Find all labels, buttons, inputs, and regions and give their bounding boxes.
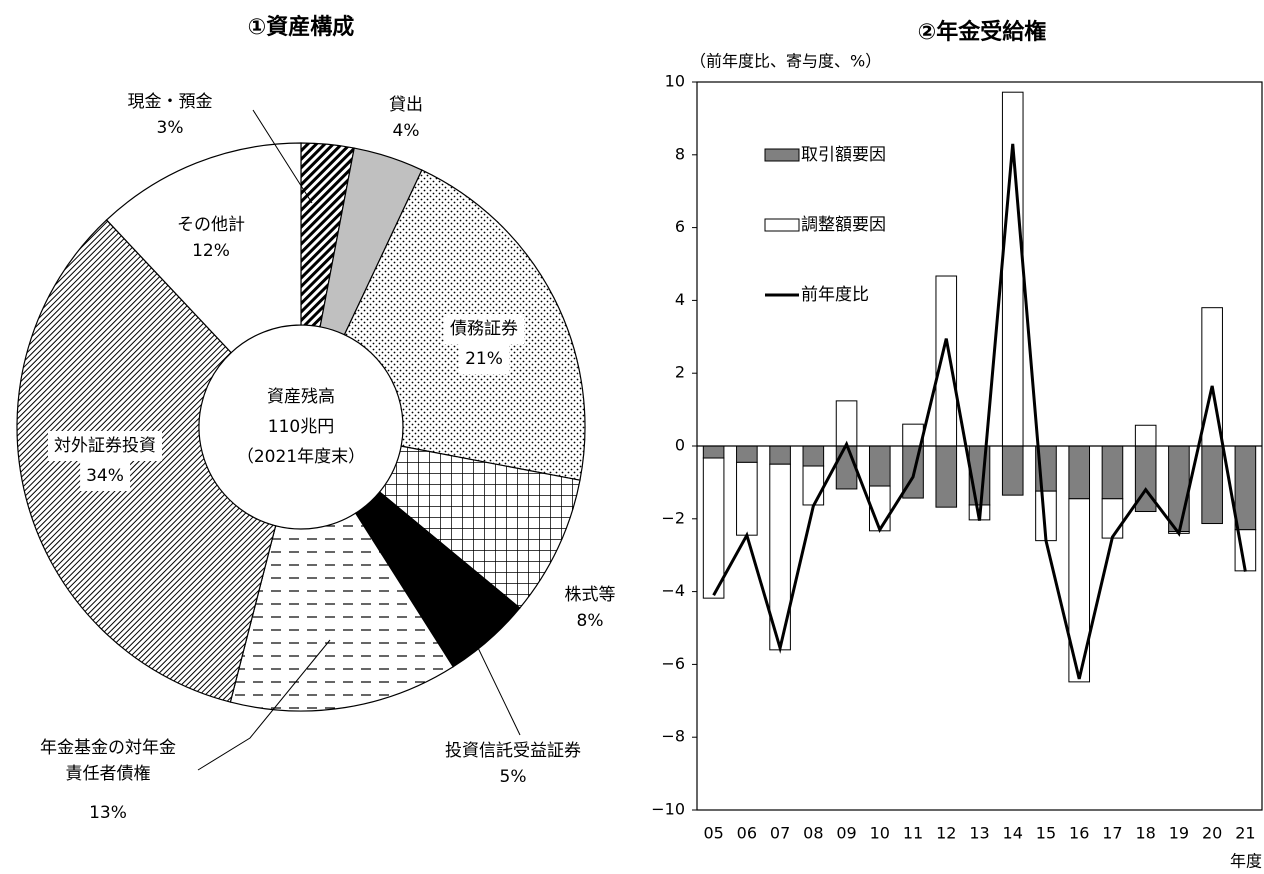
bar [1001,445,1024,496]
donut-chart: 資産残高 110兆円 （2021年度末） [16,142,586,712]
y-tick-label: 8 [675,144,685,163]
slice-label: 貸出 [389,95,423,115]
x-tick-label: 18 [1135,824,1155,843]
x-tick-label: 15 [1036,824,1056,843]
bar [1134,424,1157,447]
bar [835,445,858,490]
bar [802,445,825,467]
slice-label: 年金基金の対年金 責任者債権 [40,738,176,784]
y-tick-label: 10 [665,72,685,91]
y-tick-label: −10 [651,800,685,819]
slice-label: 投資信託受益証券 [445,741,581,761]
x-tick-label: 09 [836,824,856,843]
y-tick-label: 6 [675,217,685,236]
legend-swatch [764,218,800,232]
bar [736,445,758,463]
bar-chart: −10 −8 −6 −4 −2 0 2 4 6 8 10 05 06 07 08 09 10 11 12 13 14 15… [651,72,1263,843]
x-tick-label: 17 [1102,824,1122,843]
bar [835,400,858,447]
leader-lines [197,109,521,771]
x-tick-label: 06 [737,824,757,843]
center-label: （2021年度末） [237,447,365,467]
slice-label: 対外証券投資 [48,431,162,461]
donut-slice [105,142,302,354]
slice-label: その他計 [177,215,245,235]
bar [935,275,958,447]
x-tick-label: 16 [1069,824,1089,843]
chart-title: ①資産構成 [248,14,355,40]
slice-value-label: 5% [499,767,527,787]
legend-label: 取引額要因 [801,145,886,165]
bar [1201,445,1223,525]
slice-value-label: 13% [89,803,127,823]
x-tick-label: 07 [770,824,790,843]
bar [1234,445,1257,531]
donut-slice [229,512,455,712]
center-label: 資産残高 [267,387,335,407]
slice-value-label: 8% [576,611,604,631]
slice-value-label: 12% [192,241,230,261]
bar [1068,498,1091,683]
center-label: 110兆円 [268,417,334,437]
x-tick-label: 08 [803,824,823,843]
slice-value-label: 34% [80,461,130,491]
y-tick-label: 4 [675,290,685,309]
x-tick-label: 21 [1235,824,1255,843]
bar [1168,445,1190,533]
y-tick-label: 0 [675,436,685,455]
bar [702,445,725,459]
bar [1101,445,1124,500]
y-axis-label: （前年度比、寄与度、%） [690,52,881,71]
line [712,143,1247,680]
bar [802,465,825,506]
slice-value-label: 3% [156,118,184,138]
bar [1101,498,1124,539]
slice-value-label: 4% [392,121,420,141]
y-tick-label: −8 [661,727,685,746]
legend-label: 前年度比 [801,285,869,305]
slice-label: 株式等 [564,585,616,605]
x-tick-label: 12 [936,824,956,843]
legend-swatch [764,148,800,162]
slice-label: 現金・預金 [127,92,213,112]
bar [935,445,958,508]
y-tick-label: −4 [661,581,685,600]
x-tick-label: 10 [870,824,890,843]
bar [769,445,791,465]
bar [1068,445,1091,500]
donut-slice [16,219,277,703]
bar [736,461,758,536]
bar [702,457,725,599]
x-tick-label: 19 [1169,824,1189,843]
y-tick-label: 2 [675,363,685,382]
bar [868,445,891,487]
x-tick-label: 13 [969,824,989,843]
y-tick-label: −6 [661,654,685,673]
y-tick-label: −2 [661,508,685,527]
x-axis-label: 年度 [1230,852,1262,871]
slice-label: 債務証券 [444,314,524,344]
slice-value-label: 21% [459,344,509,374]
x-tick-label: 14 [1003,824,1023,843]
chart-title: ②年金受給権 [918,19,1047,45]
legend-label: 調整額要因 [801,215,886,235]
x-tick-label: 05 [703,824,723,843]
x-tick-label: 11 [903,824,923,843]
x-tick-label: 20 [1202,824,1222,843]
